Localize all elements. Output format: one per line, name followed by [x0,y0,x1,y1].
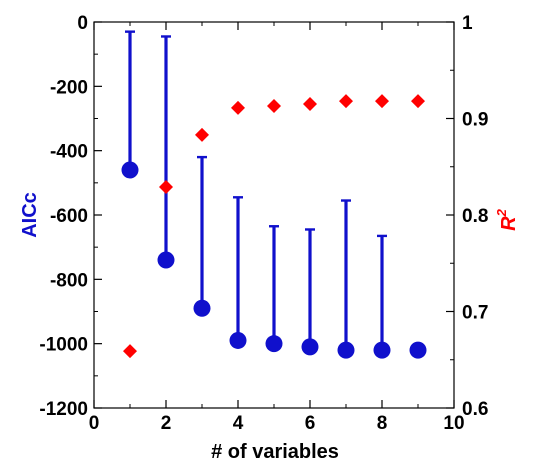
y-left-tick-label: -1200 [39,399,88,420]
r2-point [303,97,317,112]
y-right-tick-label: 0.7 [462,303,488,324]
x-tick-label: 6 [305,413,316,434]
r2-point [339,94,353,109]
y-right-tick-label: 0.9 [462,110,488,131]
aicc-point [337,341,355,359]
y-left-tick-label: -1000 [39,335,88,356]
y-right-tick-label: 0.8 [462,206,488,227]
x-tick-label: 0 [89,413,100,434]
aicc-series [121,161,427,359]
x-tick-label: 4 [233,413,244,434]
svg-text:R2: R2 [494,208,520,230]
aicc-point [229,331,247,349]
r2-point [375,94,389,109]
tick-labels: 0 2 4 6 8 10 0 -200 -400 -600 -800 -1000 -1200 1 0.9 0.… [39,13,488,434]
y-right-axis-title: R2 [494,208,520,230]
axes [93,21,455,409]
x-axis-title: # of variables [211,441,339,463]
x-tick-label: 10 [443,413,464,434]
y-left-tick-label: -400 [50,142,88,163]
r2-point [123,344,137,359]
y-right-tick-label: 0.6 [462,399,488,420]
r2-point [231,100,245,115]
r2-point [195,127,209,142]
aicc-point [409,341,427,359]
r2-point [159,180,173,195]
y-left-tick-label: -800 [50,270,88,291]
r2-series [123,94,425,359]
r2-point [411,94,425,109]
y-right-tick-label: 1 [462,13,473,34]
y-left-axis-title: AICc [19,192,41,238]
aicc-point [157,251,175,269]
aicc-point [121,161,139,179]
y-left-tick-label: 0 [77,13,88,34]
r2-point [267,98,281,113]
y-right-axis-title-sup: 2 [494,208,509,217]
y-right-axis-title-base: R [498,216,520,231]
aicc-error-bars [125,30,387,351]
x-tick-label: 2 [161,413,172,434]
y-left-tick-label: -200 [50,77,88,98]
aicc-point [265,335,283,353]
x-tick-label: 8 [377,413,388,434]
aicc-point [301,338,319,356]
aicc-point [373,341,391,359]
aicc-point [193,299,211,317]
y-left-tick-label: -600 [50,206,88,227]
